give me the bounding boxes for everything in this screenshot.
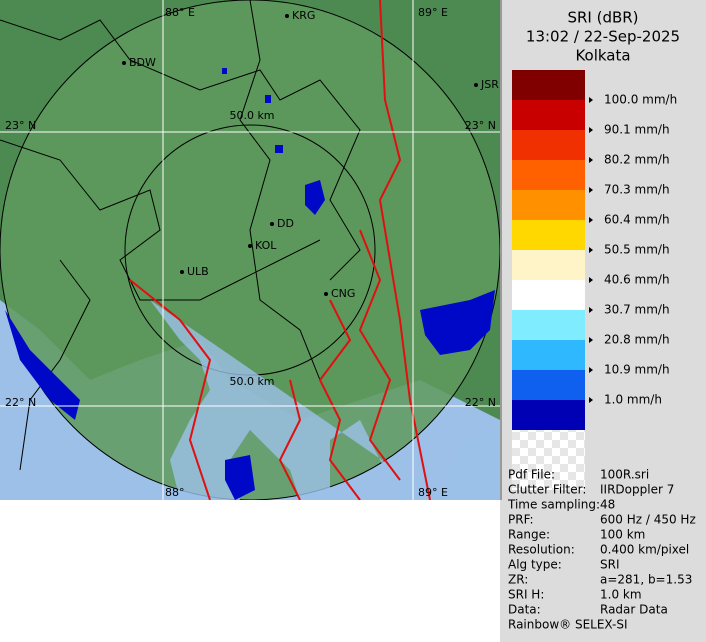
legend-label: 80.2 mm/h	[604, 153, 670, 167]
grid-label: 89° E	[418, 6, 448, 19]
info-value: 100 km	[600, 528, 645, 542]
datetime: 13:02 / 22-Sep-2025	[526, 28, 680, 46]
legend-swatch	[512, 190, 585, 220]
grid-label: 23° N	[5, 119, 36, 132]
grid-label: 88° E	[165, 6, 195, 19]
legend-label: 10.9 mm/h	[604, 363, 670, 377]
info-value: 100R.sri	[600, 468, 649, 482]
legend-swatch	[512, 160, 585, 190]
legend-label: 60.4 mm/h	[604, 213, 670, 227]
place-label: BDW	[129, 56, 156, 69]
legend-tick	[589, 157, 593, 163]
grid-label: 22° N	[5, 396, 36, 409]
place-label: KRG	[292, 9, 315, 22]
legend-label: 50.5 mm/h	[604, 243, 670, 257]
info-value: 0.400 km/pixel	[600, 543, 689, 557]
legend-swatch	[512, 310, 585, 340]
range-ring-outer	[0, 0, 500, 500]
place-label: ULB	[187, 265, 209, 278]
info-key: Resolution:	[508, 543, 575, 557]
place-dot	[285, 14, 289, 18]
rain-echoes	[5, 68, 495, 500]
legend-tick	[589, 127, 593, 133]
legend-label: 20.8 mm/h	[604, 333, 670, 347]
legend-swatch	[512, 370, 585, 400]
legend-tick	[589, 367, 593, 373]
rivers	[129, 0, 431, 500]
place-label: DD	[277, 217, 294, 230]
legend-swatch	[512, 400, 585, 430]
legend-swatch	[512, 280, 585, 310]
info-value: SRI	[600, 558, 620, 572]
info-key: Pdf File:	[508, 468, 555, 482]
legend-tick	[589, 97, 593, 103]
info-value: 600 Hz / 450 Hz	[600, 513, 696, 527]
place-label: CNG	[331, 287, 355, 300]
legend-swatch	[512, 250, 585, 280]
place-dot	[324, 292, 328, 296]
info-key: Alg type:	[508, 558, 562, 572]
legend-label: 90.1 mm/h	[604, 123, 670, 137]
product: SRI (dBR)	[567, 9, 638, 27]
legend-nodata	[512, 430, 585, 490]
legend-swatch	[512, 340, 585, 370]
legend-tick	[589, 217, 593, 223]
legend-swatch	[512, 220, 585, 250]
info-key: SRI H:	[508, 588, 544, 602]
station: Kolkata	[575, 47, 630, 65]
info-value: 1.0 km	[600, 588, 642, 602]
legend-label: 30.7 mm/h	[604, 303, 670, 317]
legend-tick	[589, 397, 593, 403]
legend-swatch	[512, 100, 585, 130]
legend-label: 70.3 mm/h	[604, 183, 670, 197]
legend-label: 100.0 mm/h	[604, 93, 677, 107]
grid-label: 88°	[165, 486, 185, 499]
legend-label: 1.0 mm/h	[604, 393, 662, 407]
info-value: a=281, b=1.53	[600, 573, 692, 587]
place-dot	[248, 244, 252, 248]
place-dot	[180, 270, 184, 274]
borders	[0, 0, 361, 471]
place-label: KOL	[255, 239, 277, 252]
legend-tick	[589, 277, 593, 283]
place-dot	[122, 61, 126, 65]
info-key: PRF:	[508, 513, 534, 527]
place-dot	[474, 83, 478, 87]
legend-swatch	[512, 70, 585, 100]
range-label: 50.0 km	[229, 109, 274, 122]
legend-tick	[589, 337, 593, 343]
legend-tick	[589, 247, 593, 253]
info-key: Data:	[508, 603, 541, 617]
info-key: Clutter Filter:	[508, 483, 586, 497]
legend-tick	[589, 307, 593, 313]
legend-swatch	[512, 130, 585, 160]
place-dot	[270, 222, 274, 226]
info-key: Range:	[508, 528, 550, 542]
footer: Rainbow® SELEX-SI	[508, 618, 628, 632]
grid-label: 22° N	[465, 396, 496, 409]
info-key: Time sampling:	[507, 498, 600, 512]
place-label: JSR	[480, 78, 499, 91]
info-value: IIRDoppler 7	[600, 483, 674, 497]
legend-label: 40.6 mm/h	[604, 273, 670, 287]
range-label: 50.0 km	[229, 375, 274, 388]
map-edge	[500, 0, 502, 500]
grid-label: 89° E	[418, 486, 448, 499]
graticule	[0, 0, 500, 500]
legend-tick	[589, 187, 593, 193]
info-key: ZR:	[508, 573, 528, 587]
info-value: 48	[600, 498, 615, 512]
info-value: Radar Data	[600, 603, 668, 617]
delta	[150, 300, 500, 500]
grid-label: 23° N	[465, 119, 496, 132]
